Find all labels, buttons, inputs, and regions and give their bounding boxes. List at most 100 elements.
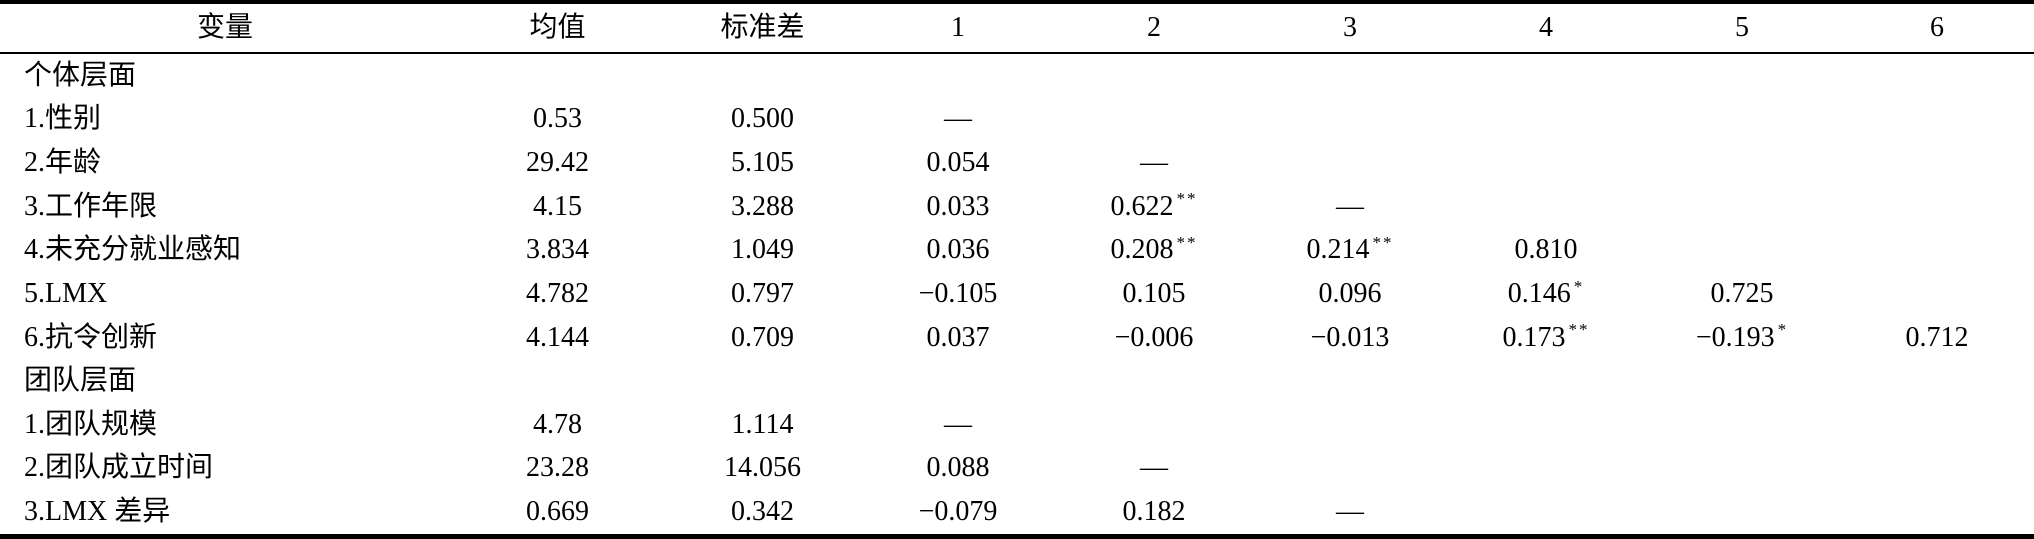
table-cell: −0.079	[918, 496, 998, 528]
table-cell: 1.049	[731, 234, 794, 266]
table-row: 3.LMX 差异 0.669 0.342 −0.079 0.182 —	[0, 490, 2034, 536]
table-cell	[1840, 403, 2034, 447]
row-label: 2.年龄	[24, 147, 102, 179]
table-cell	[1448, 490, 1644, 536]
section-label: 团队层面	[24, 365, 137, 397]
table-cell: 0.622 **	[1110, 189, 1198, 222]
row-label: 6.抗令创新	[24, 321, 158, 353]
table-cell: 3.834	[526, 234, 589, 266]
table-cell	[1252, 141, 1448, 185]
table-cell	[1840, 490, 2034, 536]
table-cell	[1448, 185, 1644, 229]
table-row: 2.团队成立时间 23.28 14.056 0.088 —	[0, 447, 2034, 491]
table-cell: 0.033	[926, 190, 990, 222]
table-cell: —	[1140, 147, 1168, 179]
significance-marker: **	[1372, 233, 1394, 252]
table-cell: 0.037	[926, 321, 990, 353]
table-row: 1.性别 0.53 0.500 —	[0, 98, 2034, 142]
table-cell	[1644, 229, 1840, 273]
significance-marker: **	[1176, 189, 1198, 209]
table-cell: 0.725	[1710, 277, 1774, 309]
column-header: 1	[860, 2, 1056, 54]
column-header: 2	[1056, 2, 1252, 54]
table-cell: 0.182	[1122, 496, 1186, 528]
table-cell: 3.288	[731, 190, 794, 222]
table-cell: 0.173 **	[1502, 320, 1590, 353]
table-row: 3.工作年限 4.15 3.288 0.033 0.622 ** —	[0, 185, 2034, 229]
table-cell: 4.15	[533, 190, 582, 222]
table-cell	[1448, 447, 1644, 491]
table-cell: 0.810	[1514, 234, 1578, 266]
table-cell: —	[1336, 190, 1364, 222]
table-cell	[1644, 185, 1840, 229]
table-cell	[1840, 98, 2034, 142]
table-cell: −0.105	[918, 277, 998, 309]
table-cell: 4.78	[533, 408, 582, 440]
table-cell: —	[1336, 496, 1364, 528]
table-cell	[1840, 229, 2034, 273]
table-cell: —	[1140, 452, 1168, 484]
significance-marker: **	[1568, 320, 1590, 340]
table-cell	[1448, 141, 1644, 185]
column-header: 标准差	[665, 2, 860, 54]
table-cell: 0.208 **	[1110, 233, 1198, 266]
column-header: 3	[1252, 2, 1448, 54]
table-cell: 0.036	[926, 234, 990, 266]
significance-marker: *	[1777, 320, 1789, 340]
table-cell: 0.105	[1122, 277, 1186, 309]
table-row: 5.LMX 4.782 0.797 −0.105 0.105 0.096 0.146 * 0.7…	[0, 272, 2034, 316]
table-cell: 0.096	[1318, 277, 1382, 309]
table-cell: 0.088	[926, 452, 990, 484]
table-cell	[1252, 403, 1448, 447]
table-cell: 4.782	[526, 277, 589, 309]
table-cell	[1252, 447, 1448, 491]
column-header: 6	[1840, 2, 2034, 54]
column-header: 5	[1644, 2, 1840, 54]
column-header: 均值	[450, 2, 665, 54]
table-cell	[1644, 447, 1840, 491]
table-cell: 0.712	[1905, 321, 1969, 353]
row-label: 4.未充分就业感知	[24, 234, 242, 266]
table-cell	[1448, 403, 1644, 447]
table-cell	[1840, 447, 2034, 491]
table-cell: 0.797	[731, 277, 794, 309]
row-label: 2.团队成立时间	[24, 452, 214, 484]
table-cell	[1252, 98, 1448, 142]
table-cell	[1840, 141, 2034, 185]
column-header: 4	[1448, 2, 1644, 54]
row-label: 3.LMX 差异	[24, 496, 171, 528]
table-row: 6.抗令创新 4.144 0.709 0.037 −0.006 −0.013 0.173 **…	[0, 316, 2034, 360]
table-cell: 0.53	[533, 103, 582, 135]
table-cell	[1644, 403, 1840, 447]
section-row: 个体层面	[0, 53, 2034, 98]
table-cell: 1.114	[731, 408, 794, 440]
column-header: 变量	[0, 2, 450, 54]
table-cell	[1644, 141, 1840, 185]
table-cell	[1644, 490, 1840, 536]
table-cell	[1840, 272, 2034, 316]
table-cell: 0.669	[526, 496, 589, 528]
row-label: 1.性别	[24, 103, 102, 135]
table-cell: 0.342	[731, 496, 794, 528]
table-cell: −0.013	[1310, 321, 1390, 353]
table-cell: 14.056	[724, 452, 801, 484]
table-cell: 23.28	[526, 452, 589, 484]
table-cell: 0.146 *	[1507, 276, 1585, 309]
table-body: 个体层面 1.性别 0.53 0.500—2.年龄 29.42 5.105 0.054—3.…	[0, 53, 2034, 537]
table-cell: −0.006	[1114, 321, 1194, 353]
significance-marker: *	[1573, 276, 1585, 296]
table-cell: —	[944, 408, 972, 440]
row-label: 3.工作年限	[24, 190, 158, 222]
table-cell: 0.709	[731, 321, 794, 353]
table-cell: 0.054	[926, 147, 990, 179]
table-row: 2.年龄 29.42 5.105 0.054 —	[0, 141, 2034, 185]
row-label: 5.LMX	[24, 277, 108, 309]
table-cell: 0.214 **	[1306, 233, 1394, 266]
table-cell: 29.42	[526, 147, 589, 179]
table-cell: 4.144	[526, 321, 589, 353]
table-row: 1.团队规模 4.78 1.114 —	[0, 403, 2034, 447]
table-cell	[1056, 98, 1252, 142]
header-row: 变量 均值 标准差 1 2 3 4 5 6	[0, 2, 2034, 54]
table-row: 4.未充分就业感知 3.834 1.049 0.036 0.208 ** 0.214 ** 0.…	[0, 229, 2034, 273]
